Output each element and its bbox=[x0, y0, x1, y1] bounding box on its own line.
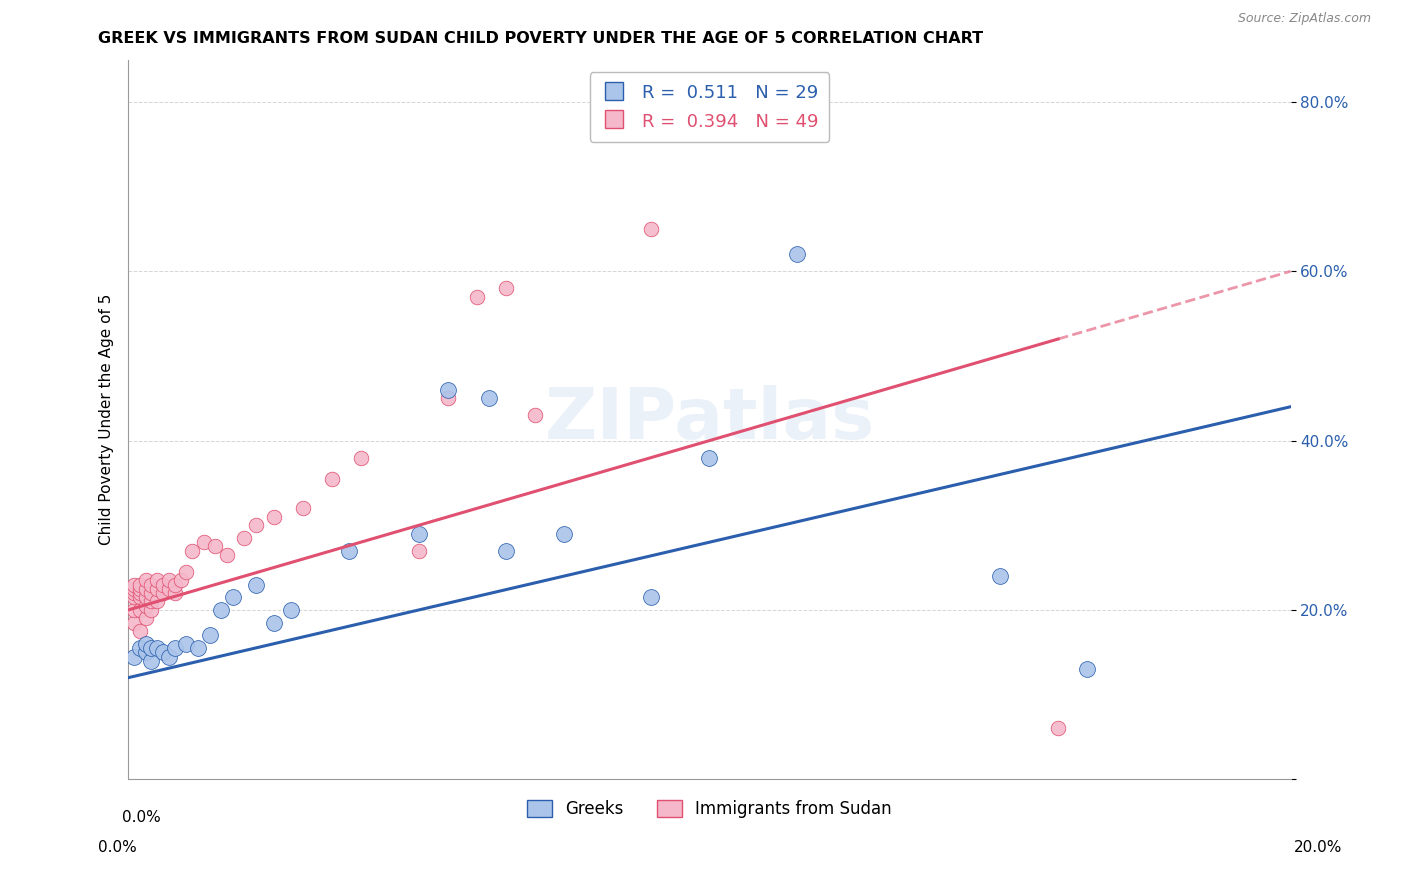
Point bbox=[495, 281, 517, 295]
Point bbox=[263, 509, 285, 524]
Point bbox=[209, 603, 232, 617]
Point bbox=[699, 450, 721, 465]
Point bbox=[215, 548, 238, 562]
Point bbox=[135, 574, 157, 588]
Point bbox=[128, 577, 150, 591]
Point bbox=[146, 594, 169, 608]
Point bbox=[141, 603, 163, 617]
Point bbox=[640, 222, 662, 236]
Point bbox=[524, 408, 547, 422]
Point bbox=[135, 591, 157, 605]
Point bbox=[135, 599, 157, 613]
Point bbox=[437, 383, 460, 397]
Point bbox=[128, 582, 150, 596]
Point bbox=[198, 628, 221, 642]
Point bbox=[157, 574, 180, 588]
Point bbox=[1047, 722, 1070, 736]
Point bbox=[163, 640, 186, 655]
Point bbox=[146, 640, 169, 655]
Point bbox=[1076, 662, 1098, 676]
Legend: R =  0.511   N = 29, R =  0.394   N = 49: R = 0.511 N = 29, R = 0.394 N = 49 bbox=[589, 72, 830, 142]
Text: 0.0%: 0.0% bbox=[122, 811, 162, 825]
Point bbox=[176, 637, 198, 651]
Point bbox=[135, 645, 157, 659]
Point bbox=[152, 645, 174, 659]
Point bbox=[141, 577, 163, 591]
Point bbox=[128, 586, 150, 600]
Point bbox=[553, 526, 575, 541]
Point bbox=[437, 391, 460, 405]
Point bbox=[222, 591, 245, 605]
Text: Source: ZipAtlas.com: Source: ZipAtlas.com bbox=[1237, 12, 1371, 25]
Point bbox=[122, 603, 145, 617]
Point bbox=[291, 501, 314, 516]
Point bbox=[141, 654, 163, 668]
Point bbox=[163, 586, 186, 600]
Point bbox=[176, 565, 198, 579]
Point bbox=[122, 591, 145, 605]
Point bbox=[193, 535, 215, 549]
Point bbox=[786, 247, 808, 261]
Y-axis label: Child Poverty Under the Age of 5: Child Poverty Under the Age of 5 bbox=[100, 293, 114, 545]
Point bbox=[337, 543, 360, 558]
Point bbox=[152, 586, 174, 600]
Point bbox=[233, 531, 256, 545]
Point bbox=[245, 518, 267, 533]
Point bbox=[141, 586, 163, 600]
Point bbox=[245, 577, 267, 591]
Point bbox=[157, 649, 180, 664]
Point bbox=[122, 582, 145, 596]
Text: 20.0%: 20.0% bbox=[1295, 840, 1343, 855]
Point bbox=[141, 594, 163, 608]
Text: ZIPatlas: ZIPatlas bbox=[544, 385, 875, 454]
Point bbox=[988, 569, 1011, 583]
Point bbox=[128, 640, 150, 655]
Point bbox=[141, 640, 163, 655]
Point bbox=[640, 591, 662, 605]
Point bbox=[495, 543, 517, 558]
Text: GREEK VS IMMIGRANTS FROM SUDAN CHILD POVERTY UNDER THE AGE OF 5 CORRELATION CHAR: GREEK VS IMMIGRANTS FROM SUDAN CHILD POV… bbox=[98, 31, 984, 46]
Point bbox=[263, 615, 285, 630]
Point bbox=[128, 603, 150, 617]
Point bbox=[477, 391, 499, 405]
Point bbox=[408, 543, 430, 558]
Point bbox=[321, 472, 343, 486]
Point bbox=[152, 577, 174, 591]
Point bbox=[157, 582, 180, 596]
Point bbox=[128, 624, 150, 639]
Point bbox=[146, 574, 169, 588]
Point bbox=[408, 526, 430, 541]
Point bbox=[128, 591, 150, 605]
Point bbox=[163, 577, 186, 591]
Point bbox=[181, 543, 204, 558]
Point bbox=[465, 290, 488, 304]
Point bbox=[280, 603, 302, 617]
Point bbox=[122, 615, 145, 630]
Text: 0.0%: 0.0% bbox=[98, 840, 138, 855]
Point bbox=[146, 582, 169, 596]
Point bbox=[122, 586, 145, 600]
Point bbox=[122, 577, 145, 591]
Point bbox=[169, 574, 191, 588]
Point bbox=[350, 450, 373, 465]
Point bbox=[187, 640, 209, 655]
Point bbox=[135, 611, 157, 625]
Point bbox=[135, 637, 157, 651]
Point bbox=[204, 540, 226, 554]
Point bbox=[135, 582, 157, 596]
Point bbox=[122, 649, 145, 664]
